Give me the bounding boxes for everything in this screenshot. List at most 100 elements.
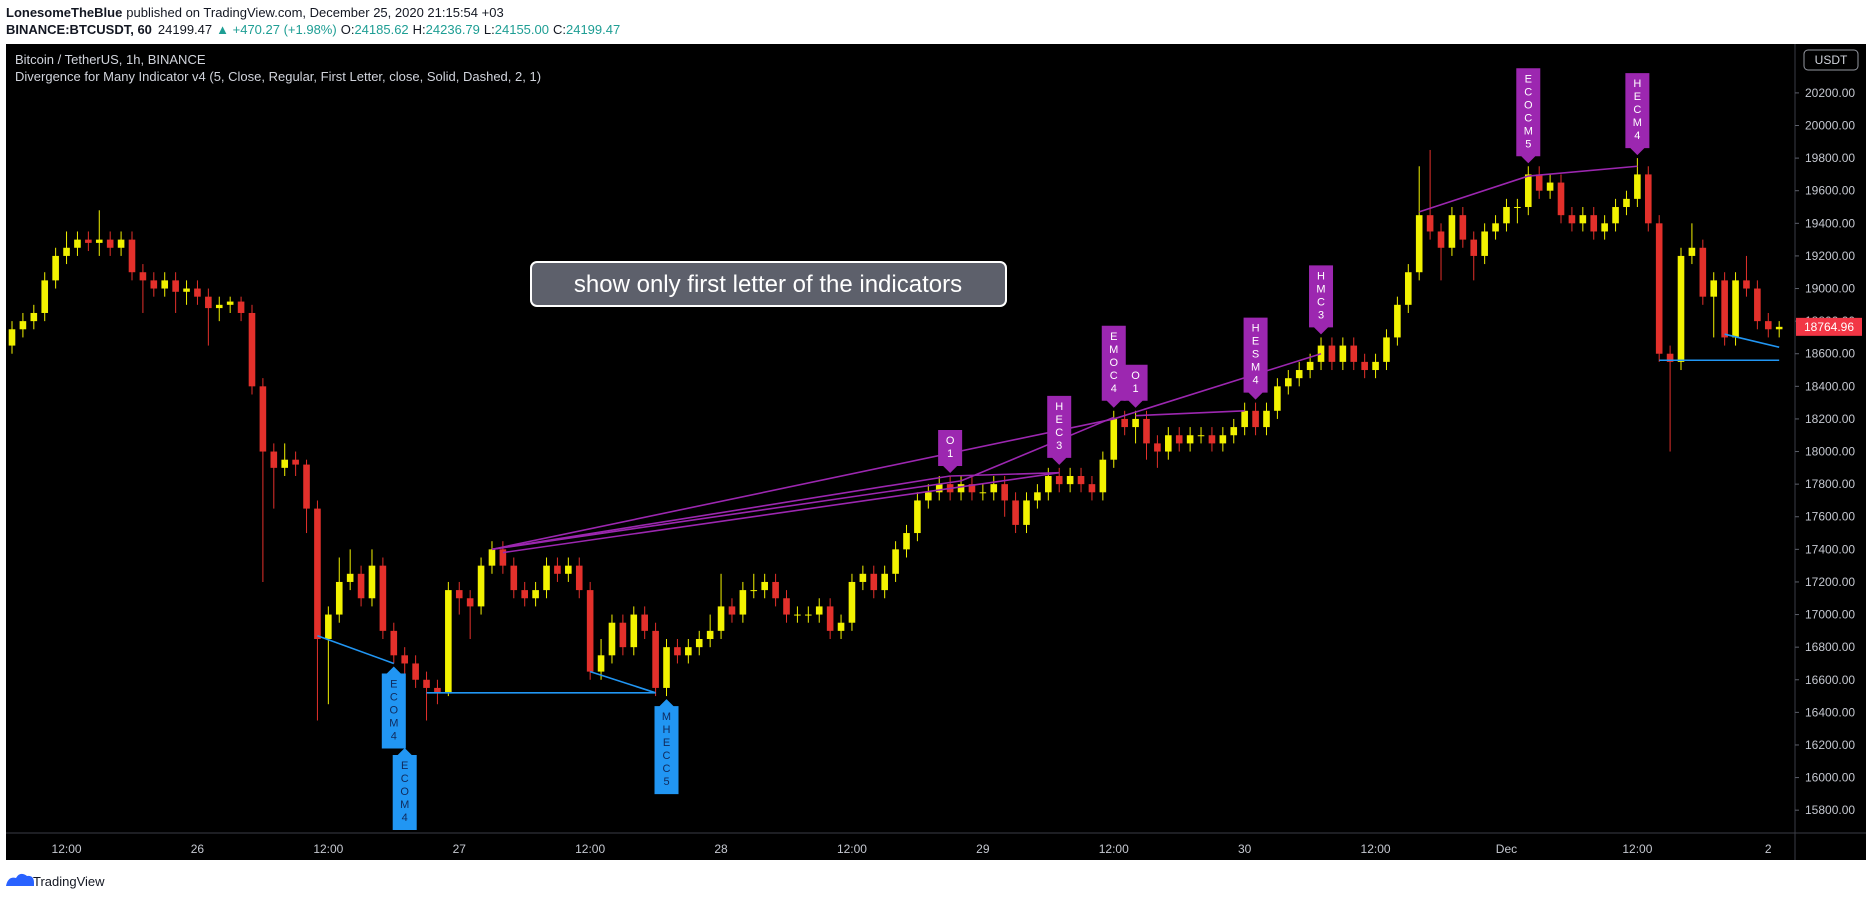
candle-body xyxy=(150,280,158,289)
signal-label-box xyxy=(392,747,417,830)
candle-body xyxy=(532,590,539,599)
y-tick-label: 19600.00 xyxy=(1805,184,1855,198)
candle-body xyxy=(1448,215,1456,248)
candle-body xyxy=(674,647,681,656)
candle-body xyxy=(1394,304,1401,338)
candle-body xyxy=(1688,247,1696,256)
candle-body xyxy=(248,312,256,387)
candle-body xyxy=(641,614,648,631)
signal-label: HESM4 xyxy=(1250,323,1262,388)
divergence-line xyxy=(502,471,1060,554)
candle-body xyxy=(619,622,627,648)
candle-body xyxy=(925,492,932,501)
h-label: H: xyxy=(413,22,426,37)
x-tick-label: 12:00 xyxy=(1622,842,1652,856)
author: LonesomeTheBlue xyxy=(6,5,122,20)
candle-body xyxy=(565,565,572,574)
candle-body xyxy=(85,239,92,243)
x-tick-label: 12:00 xyxy=(52,842,82,856)
y-tick-label: 18600.00 xyxy=(1805,347,1855,361)
candle-body xyxy=(445,590,452,693)
candle-body xyxy=(554,565,561,574)
candle-body xyxy=(1775,326,1783,330)
candle-body xyxy=(205,296,212,309)
candle-body xyxy=(423,679,430,688)
l-value: 24155.00 xyxy=(495,22,549,37)
candle-body xyxy=(652,630,659,688)
candle-body xyxy=(1350,345,1358,362)
candle-body xyxy=(1012,500,1019,525)
candle-body xyxy=(859,573,867,582)
candle-body xyxy=(106,239,114,248)
candle-body xyxy=(346,573,354,582)
y-tick-label: 19000.00 xyxy=(1805,282,1855,296)
candle-body xyxy=(8,329,16,346)
candle-body xyxy=(805,614,812,616)
candle-body xyxy=(1415,215,1423,273)
y-tick-label: 19400.00 xyxy=(1805,216,1855,230)
x-tick-label: 27 xyxy=(453,842,467,856)
candle-body xyxy=(1677,255,1685,362)
brand: TradingView xyxy=(33,874,105,889)
logo xyxy=(6,873,34,886)
divergence-line xyxy=(1724,333,1780,348)
candle-body xyxy=(1208,435,1216,444)
signal-label: ECOM4 xyxy=(399,760,411,825)
candle-body xyxy=(237,301,245,313)
signal-label-box xyxy=(1243,317,1268,400)
candle-body xyxy=(390,630,398,656)
candle-body xyxy=(1579,215,1587,224)
candle-body xyxy=(663,647,670,688)
candle-body xyxy=(1601,223,1608,232)
candle-body xyxy=(314,508,321,640)
candle-body xyxy=(695,639,703,648)
candle-body xyxy=(1077,475,1085,485)
annotation-box xyxy=(530,261,1007,307)
last-price-label: 18764.96 xyxy=(1804,320,1854,334)
currency-box xyxy=(1803,49,1859,71)
candle-body xyxy=(1317,345,1325,362)
signal-label-box xyxy=(1047,395,1072,465)
candle-body xyxy=(19,321,27,330)
divergence-line xyxy=(317,634,395,665)
candle-body xyxy=(1045,475,1052,493)
candle-body xyxy=(477,565,485,607)
candle-body xyxy=(608,622,616,656)
l-label: L: xyxy=(484,22,495,37)
signal-label-box xyxy=(1123,364,1148,408)
candle-body xyxy=(1088,484,1096,493)
y-tick-label: 17200.00 xyxy=(1805,575,1855,589)
y-tick-label: 16400.00 xyxy=(1805,705,1855,719)
signal-label: HECM4 xyxy=(1631,78,1643,143)
candle-body xyxy=(794,614,801,616)
candle-body xyxy=(1514,207,1521,209)
currency-label: USDT xyxy=(1815,53,1848,67)
signal-label-box xyxy=(381,666,406,749)
candle-body xyxy=(935,484,943,493)
candle-body xyxy=(1732,280,1739,338)
candle-body xyxy=(499,549,507,566)
signal-label-box xyxy=(1516,68,1541,164)
published: published on TradingView.com, December 2… xyxy=(126,5,503,20)
candle-body xyxy=(488,549,496,566)
candle-body xyxy=(1361,361,1368,371)
h-value: 24236.79 xyxy=(426,22,480,37)
candle-body xyxy=(1284,378,1292,387)
candle-body xyxy=(74,239,81,248)
candle-body xyxy=(1754,288,1761,322)
candle-body xyxy=(335,581,343,615)
candle-body xyxy=(1295,370,1303,379)
candle-body xyxy=(1634,174,1641,199)
candle-body xyxy=(194,288,201,297)
candle-body xyxy=(706,630,714,640)
candle-body xyxy=(1023,500,1030,525)
signal-label: EMOC4 xyxy=(1108,331,1120,396)
candle-body xyxy=(161,280,169,289)
signal-label: O1 xyxy=(1130,370,1142,396)
candle-body xyxy=(510,565,518,591)
candle-body xyxy=(401,655,409,664)
candle-body xyxy=(1557,182,1565,216)
divergence-line xyxy=(950,471,1060,477)
divergence-line xyxy=(1135,409,1245,417)
candle-body xyxy=(215,304,223,309)
